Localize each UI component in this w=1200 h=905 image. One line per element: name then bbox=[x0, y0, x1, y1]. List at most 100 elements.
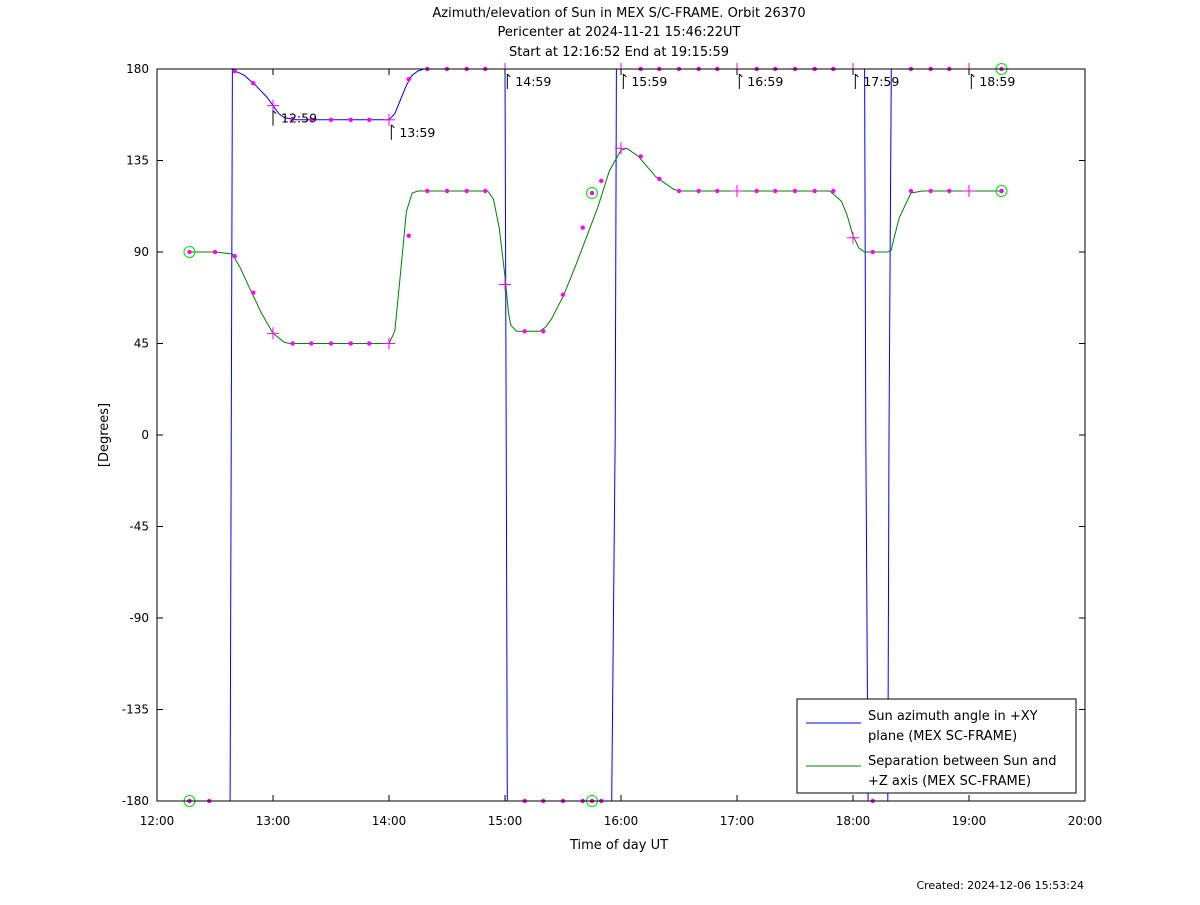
data-point-dot bbox=[444, 188, 450, 194]
legend-label-separation-line1: Separation between Sun and bbox=[868, 754, 1056, 769]
data-point-dot bbox=[792, 188, 798, 194]
series-markers bbox=[183, 63, 1008, 807]
time-annotation: 17:59 bbox=[854, 73, 899, 89]
created-timestamp: Created: 2024-12-06 15:53:24 bbox=[916, 879, 1084, 892]
data-point-dot bbox=[696, 188, 701, 194]
x-tick-label: 20:00 bbox=[1068, 814, 1103, 828]
data-point-dot bbox=[328, 117, 334, 123]
time-annotation-hook bbox=[272, 110, 277, 114]
time-annotation-hook bbox=[390, 124, 395, 129]
data-point-dot bbox=[773, 188, 778, 194]
endpoint-dot bbox=[187, 249, 192, 255]
x-tick-label: 14:00 bbox=[372, 814, 407, 828]
legend: Sun azimuth angle in +XY plane (MEX SC-F… bbox=[796, 698, 1077, 794]
x-tick-label: 18:00 bbox=[836, 814, 871, 828]
x-tick-label: 12:00 bbox=[140, 814, 175, 828]
data-point-dot bbox=[560, 292, 566, 297]
data-point-dot bbox=[309, 341, 314, 346]
time-annotation-hook bbox=[738, 73, 743, 78]
time-annotation-hook bbox=[970, 73, 975, 78]
y-axis-label: [Degrees] bbox=[97, 403, 112, 467]
data-point-dot bbox=[831, 188, 836, 194]
data-point-dot bbox=[580, 225, 585, 230]
time-annotation-label: 13:59 bbox=[399, 125, 435, 140]
y-tick-label: -135 bbox=[122, 703, 149, 717]
data-point-dot bbox=[212, 249, 218, 255]
endpoint-dot bbox=[999, 188, 1004, 194]
y-tick-label: 90 bbox=[134, 245, 149, 259]
hour-marker-plus bbox=[963, 185, 975, 197]
x-tick-label: 19:00 bbox=[952, 814, 987, 828]
hour-marker-plus bbox=[383, 337, 395, 350]
time-annotation-hook bbox=[622, 73, 627, 78]
hour-marker-plus bbox=[615, 142, 627, 155]
chart-subtitle-pericenter: Pericenter at 2024-11-21 15:46:22UT bbox=[497, 25, 740, 40]
hour-marker-plus bbox=[267, 327, 279, 340]
time-annotation-hook bbox=[854, 73, 859, 78]
data-point-dot bbox=[715, 188, 720, 194]
time-annotation: 15:59 bbox=[622, 73, 667, 89]
data-point-dot bbox=[754, 188, 759, 194]
data-point-dot bbox=[251, 290, 256, 295]
chart-title: Azimuth/elevation of Sun in MEX S/C-FRAM… bbox=[432, 6, 805, 21]
data-point-dot bbox=[541, 329, 546, 334]
plot-frame bbox=[156, 68, 1086, 802]
data-point-dot bbox=[676, 188, 682, 194]
data-point-dot bbox=[251, 81, 256, 86]
data-point-dot bbox=[367, 117, 372, 123]
data-point-dot bbox=[425, 188, 430, 194]
series-line-azimuth bbox=[189, 67, 1002, 802]
data-point-dot bbox=[406, 233, 411, 238]
data-point-dot bbox=[812, 188, 817, 194]
y-tick-label: -90 bbox=[129, 611, 149, 625]
data-point-dot bbox=[908, 188, 914, 194]
data-point-dot bbox=[599, 178, 604, 184]
y-axis-ticks: 180 135 90 45 0 -45 -90 -135 -180 bbox=[122, 62, 1085, 808]
y-tick-label: 180 bbox=[126, 62, 149, 76]
time-annotation: 18:59 bbox=[970, 73, 1015, 89]
y-tick-label: 0 bbox=[141, 428, 149, 442]
data-point-dot bbox=[367, 341, 372, 346]
endpoint-circle bbox=[183, 246, 196, 258]
endpoint-circle bbox=[995, 185, 1008, 197]
time-annotation-label: 18:59 bbox=[979, 74, 1015, 89]
time-annotation-label: 17:59 bbox=[863, 74, 899, 89]
data-point-dot bbox=[522, 329, 527, 334]
time-annotation-label: 16:59 bbox=[747, 74, 783, 89]
series-line-separation bbox=[189, 147, 1002, 344]
time-annotations: 12:59 13:59 14:59 15:59 16:59 17:59 18:59 bbox=[272, 73, 1015, 140]
x-axis-ticks: 12:00 13:00 14:00 15:00 16:00 17:00 18:00 19:00… bbox=[140, 69, 1103, 828]
chart-subtitle-start-end: Start at 12:16:52 End at 19:15:59 bbox=[509, 45, 729, 60]
hour-marker-plus bbox=[847, 231, 859, 244]
time-annotation-label: 15:59 bbox=[631, 74, 667, 89]
data-point-dot bbox=[290, 116, 295, 122]
data-point-dot bbox=[232, 68, 237, 74]
endpoint-circle bbox=[586, 187, 598, 200]
data-point-dot bbox=[928, 188, 933, 194]
chart-title-block: Azimuth/elevation of Sun in MEX S/C-FRAM… bbox=[432, 6, 805, 60]
legend-label-azimuth-line2: plane (MEX SC-FRAME) bbox=[868, 729, 1017, 744]
legend-label-separation-line2: +Z axis (MEX SC-FRAME) bbox=[868, 774, 1031, 789]
data-point-dot bbox=[947, 188, 952, 194]
hour-marker-plus bbox=[383, 113, 395, 126]
x-tick-label: 17:00 bbox=[720, 814, 755, 828]
x-tick-label: 13:00 bbox=[256, 814, 291, 828]
y-tick-label: -45 bbox=[129, 520, 149, 534]
y-tick-label: 45 bbox=[134, 337, 149, 351]
data-point-dot bbox=[348, 117, 353, 123]
data-point-dot bbox=[232, 253, 237, 259]
series-curves bbox=[189, 67, 1002, 802]
hour-marker-plus bbox=[731, 185, 743, 197]
x-tick-label: 16:00 bbox=[604, 814, 639, 828]
time-annotation-label: 12:59 bbox=[281, 111, 317, 126]
hour-marker-plus bbox=[499, 278, 511, 291]
legend-box bbox=[796, 698, 1077, 794]
data-point-dot bbox=[638, 154, 643, 159]
data-point-dot bbox=[870, 249, 875, 255]
legend-label-azimuth-line1: Sun azimuth angle in +XY bbox=[868, 709, 1038, 724]
y-tick-label: -180 bbox=[122, 794, 149, 808]
data-point-dot bbox=[309, 117, 314, 123]
time-annotation-label: 14:59 bbox=[515, 74, 551, 89]
